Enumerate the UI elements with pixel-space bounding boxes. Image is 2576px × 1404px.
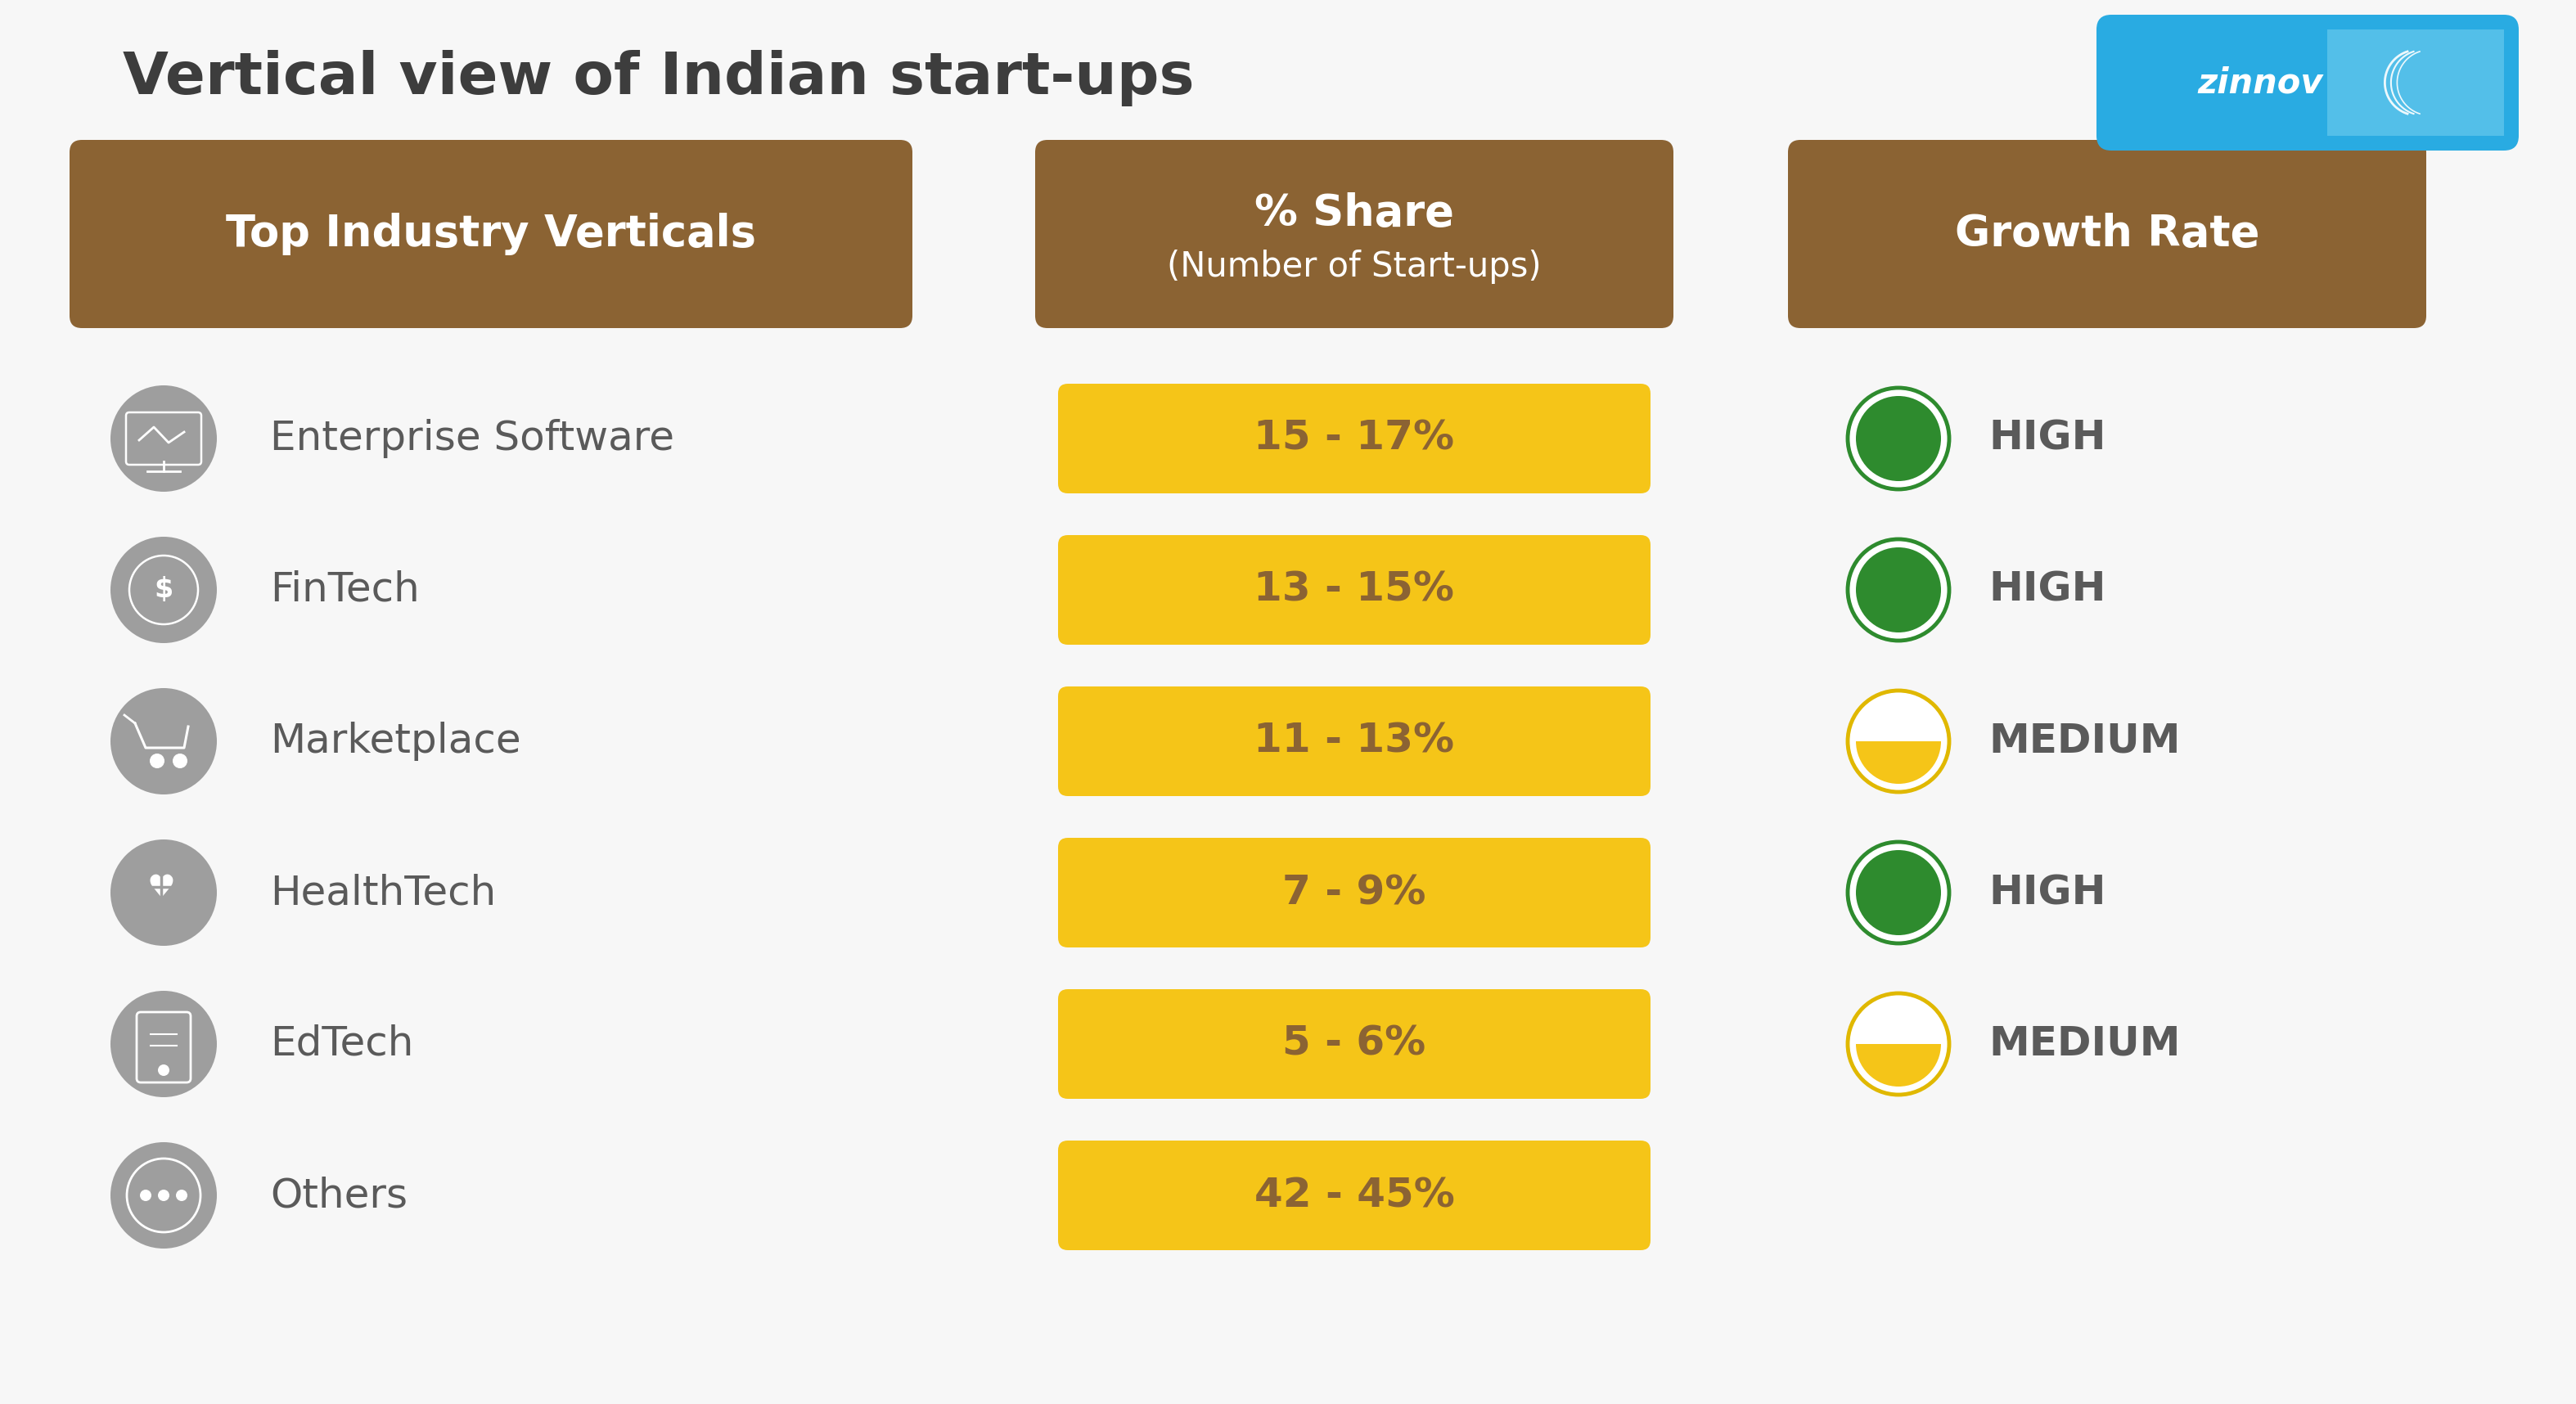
Wedge shape	[1855, 699, 1940, 741]
Circle shape	[1847, 993, 1950, 1095]
FancyBboxPatch shape	[2097, 14, 2519, 150]
Circle shape	[1855, 548, 1940, 632]
Text: HIGH: HIGH	[1989, 570, 2107, 609]
Text: EdTech: EdTech	[270, 1025, 415, 1064]
Circle shape	[1847, 539, 1950, 640]
FancyBboxPatch shape	[1788, 140, 2427, 329]
Circle shape	[149, 754, 165, 768]
Circle shape	[1847, 691, 1950, 792]
Circle shape	[173, 754, 188, 768]
FancyBboxPatch shape	[1059, 687, 1651, 796]
Wedge shape	[1855, 1045, 1940, 1087]
FancyBboxPatch shape	[2326, 29, 2504, 136]
Text: (Number of Start-ups): (Number of Start-ups)	[1167, 250, 1540, 284]
Text: 13 - 15%: 13 - 15%	[1255, 570, 1455, 609]
Circle shape	[175, 1189, 188, 1200]
FancyBboxPatch shape	[1059, 1140, 1651, 1250]
Circle shape	[111, 536, 216, 643]
Circle shape	[111, 688, 216, 795]
Text: 5 - 6%: 5 - 6%	[1283, 1025, 1427, 1064]
Circle shape	[1847, 842, 1950, 943]
Circle shape	[1855, 849, 1940, 935]
Text: MEDIUM: MEDIUM	[1989, 1025, 2179, 1064]
FancyBboxPatch shape	[1059, 838, 1651, 948]
Circle shape	[1855, 396, 1940, 482]
Text: 11 - 13%: 11 - 13%	[1255, 722, 1455, 761]
Text: FinTech: FinTech	[270, 570, 420, 609]
FancyBboxPatch shape	[1036, 140, 1674, 329]
Wedge shape	[1855, 1001, 1940, 1045]
Circle shape	[157, 1189, 170, 1200]
Circle shape	[1847, 388, 1950, 489]
Text: 7 - 9%: 7 - 9%	[1283, 873, 1427, 913]
Circle shape	[157, 1064, 170, 1075]
Text: Others: Others	[270, 1175, 407, 1214]
Circle shape	[139, 1189, 152, 1200]
FancyBboxPatch shape	[70, 140, 912, 329]
Text: 15 - 17%: 15 - 17%	[1255, 418, 1455, 458]
Circle shape	[111, 840, 216, 946]
Text: Marketplace: Marketplace	[270, 722, 520, 761]
Text: zinnov: zinnov	[2197, 66, 2324, 100]
Text: Top Industry Verticals: Top Industry Verticals	[227, 213, 757, 256]
Text: Enterprise Software: Enterprise Software	[270, 418, 675, 458]
Text: HIGH: HIGH	[1989, 418, 2107, 458]
Text: MEDIUM: MEDIUM	[1989, 722, 2179, 761]
FancyBboxPatch shape	[1059, 990, 1651, 1099]
Text: % Share: % Share	[1255, 192, 1453, 234]
Text: $: $	[155, 577, 173, 604]
Text: Growth Rate: Growth Rate	[1955, 213, 2259, 256]
Text: 42 - 45%: 42 - 45%	[1255, 1175, 1455, 1214]
FancyBboxPatch shape	[1059, 535, 1651, 644]
Circle shape	[111, 385, 216, 491]
Text: Vertical view of Indian start-ups: Vertical view of Indian start-ups	[124, 51, 1195, 107]
Text: HealthTech: HealthTech	[270, 873, 497, 913]
Text: HIGH: HIGH	[1989, 873, 2107, 913]
Wedge shape	[1855, 741, 1940, 783]
Text: ♥: ♥	[147, 873, 175, 904]
Circle shape	[111, 991, 216, 1097]
Circle shape	[111, 1143, 216, 1248]
FancyBboxPatch shape	[1059, 383, 1651, 493]
